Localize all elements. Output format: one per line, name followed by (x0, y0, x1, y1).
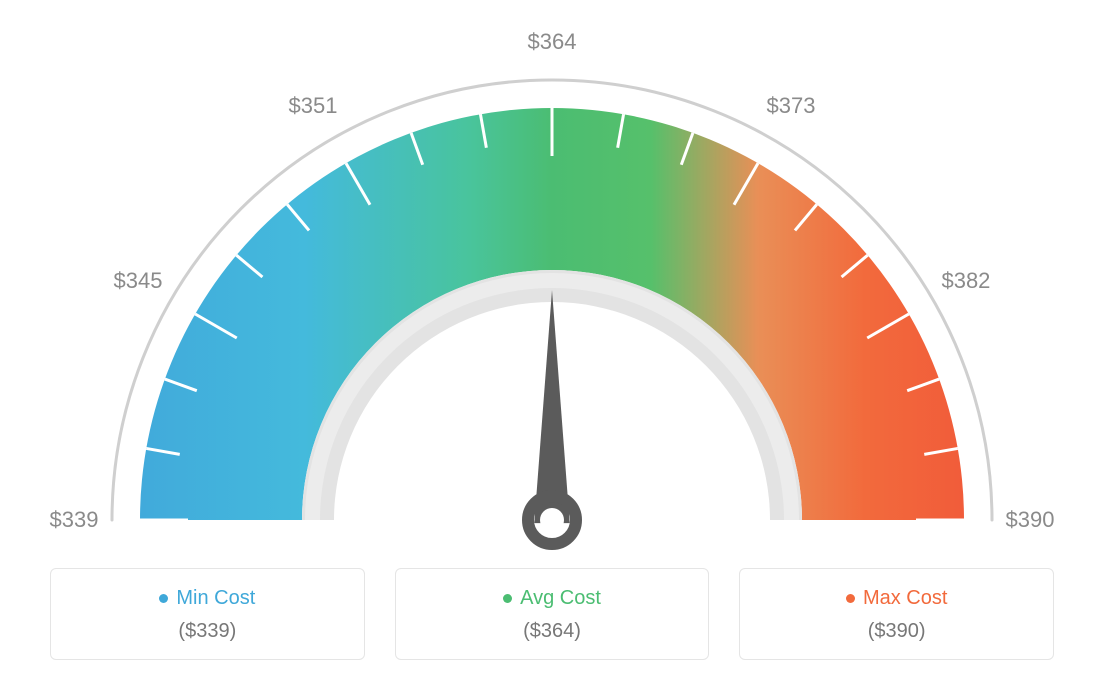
legend-min: Min Cost ($339) (50, 568, 365, 660)
legend-max: Max Cost ($390) (739, 568, 1054, 660)
gauge-tick-label: $345 (114, 268, 163, 294)
dot-icon (846, 594, 855, 603)
dot-icon (503, 594, 512, 603)
gauge-tick-label: $351 (289, 93, 338, 119)
legend-value-text: ($390) (750, 620, 1043, 643)
gauge-tick-label: $364 (528, 29, 577, 55)
dot-icon (159, 594, 168, 603)
gauge-tick-label: $390 (1006, 507, 1055, 533)
legend-avg: Avg Cost ($364) (395, 568, 710, 660)
legend-value-text: ($339) (61, 620, 354, 643)
legend-title-text: Avg Cost (520, 587, 601, 610)
legend-title-text: Max Cost (863, 587, 947, 610)
gauge-tick-label: $382 (941, 268, 990, 294)
gauge-chart: $339 $345 $351 $364 $373 $382 $390 (0, 0, 1104, 560)
legend-row: Min Cost ($339) Avg Cost ($364) Max Cost… (50, 568, 1054, 660)
gauge-tick-label: $373 (767, 93, 816, 119)
gauge-tick-label: $339 (50, 507, 99, 533)
legend-title-text: Min Cost (176, 587, 255, 610)
legend-value-text: ($364) (406, 620, 699, 643)
cost-gauge-infographic: $339 $345 $351 $364 $373 $382 $390 Min Cost ($… (0, 0, 1104, 690)
